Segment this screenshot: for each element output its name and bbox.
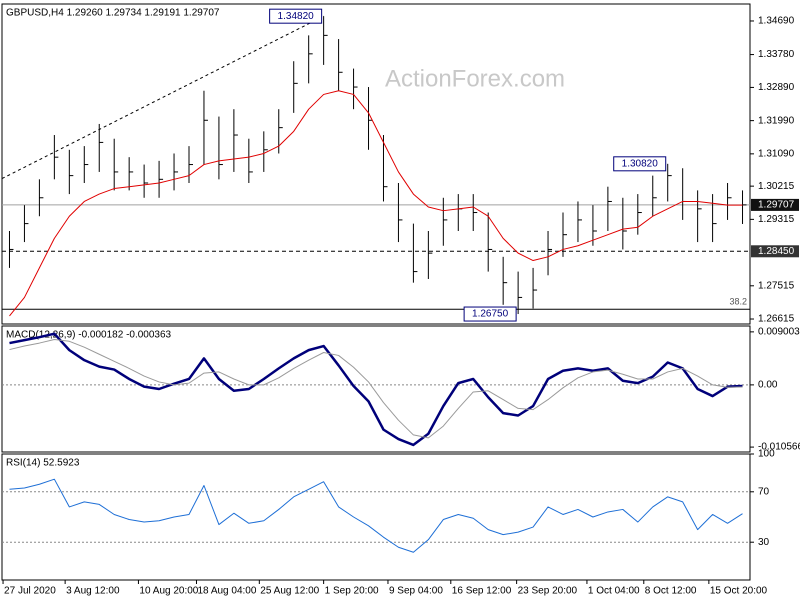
x-tick-label: 10 Aug 20:00 [139,586,198,597]
y-tick-label: 0.00 [758,380,778,391]
x-tick-label: 3 Aug 12:00 [66,586,120,597]
level-label: 1.28450 [758,246,795,257]
y-tick-label: 1.27515 [758,280,795,291]
y-tick-label: 1.26615 [758,314,795,325]
y-tick-label: 1.32890 [758,82,795,93]
y-tick-label: 0.009003 [758,327,800,338]
y-tick-label: 1.30215 [758,181,795,192]
series-line [9,478,743,553]
y-tick-label: 1.34690 [758,16,795,27]
trend-line [1,15,324,180]
x-tick-label: 18 Aug 04:00 [197,586,256,597]
x-tick-label: 15 Oct 20:00 [710,586,768,597]
y-tick-label: -0.010566 [758,442,800,453]
panel-frame [1,3,751,325]
x-tick-label: 25 Aug 12:00 [260,586,319,597]
annotation-label: 1.34820 [278,11,315,22]
series-line [9,90,743,317]
x-tick-label: 23 Sep 20:00 [518,586,578,597]
x-tick-label: 9 Sep 04:00 [389,586,443,597]
panel-frame [1,453,751,581]
x-tick-label: 27 Jul 2020 [4,586,56,597]
level-label: 38.2 [729,297,747,307]
x-tick-label: 16 Sep 12:00 [452,586,512,597]
series-line [9,339,743,439]
watermark: ActionForex.com [385,65,565,92]
y-tick-label: 70 [758,486,770,497]
annotation-box [463,306,517,322]
annotation-box [613,156,667,172]
x-tick-label: 8 Oct 12:00 [645,586,697,597]
panel-title: GBPUSD,H4 1.29260 1.29734 1.29191 1.2970… [6,8,220,19]
y-tick-label: 30 [758,537,770,548]
panel-title: RSI(14) 52.5923 [6,458,80,469]
x-tick-label: 1 Oct 04:00 [588,586,640,597]
panel-frame [1,325,751,453]
level-label-box [751,198,799,211]
series-line [9,332,743,447]
y-tick-label: 100 [758,449,775,460]
x-tick-label: 1 Sep 20:00 [325,586,379,597]
panel-title: MACD(12,26,9) -0.000182 -0.000363 [6,330,172,341]
y-tick-label: 1.29315 [758,214,795,225]
annotation-label: 1.26750 [472,309,509,320]
level-label: 1.29707 [758,200,795,211]
y-tick-label: 1.31990 [758,115,795,126]
y-tick-label: 1.33780 [758,49,795,60]
annotation-box [269,8,323,24]
level-label-box [751,245,799,258]
y-tick-label: 1.31090 [758,148,795,159]
annotation-label: 1.30820 [622,158,659,169]
